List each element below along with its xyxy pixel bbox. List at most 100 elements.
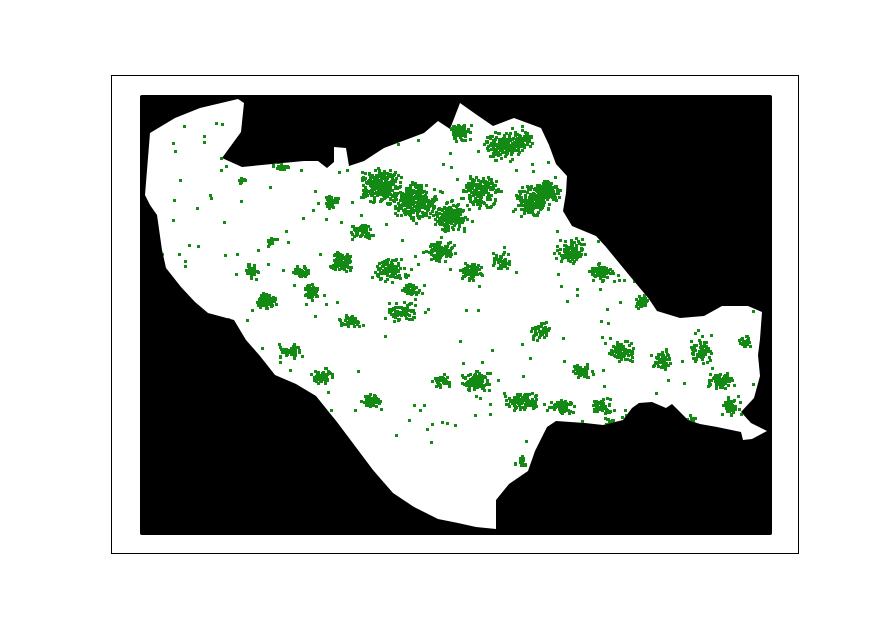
cover-pixel [431, 210, 434, 213]
cover-pixel [391, 194, 394, 197]
cover-pixel [474, 414, 477, 417]
cover-pixel [525, 400, 528, 403]
cover-pixel [661, 360, 664, 363]
cover-pixel [267, 263, 270, 266]
cover-pixel [357, 370, 360, 373]
cover-pixel [619, 350, 622, 353]
cover-pixel [391, 281, 394, 284]
cover-pixel [726, 372, 729, 375]
cover-pixel [279, 166, 282, 169]
cover-pixel [732, 406, 735, 409]
cover-pixel [383, 186, 386, 189]
cover-pixel [710, 334, 713, 337]
cover-pixel [489, 186, 492, 189]
cover-pixel [324, 367, 327, 370]
cover-pixel [463, 230, 466, 233]
cover-pixel [279, 168, 282, 171]
cover-pixel [508, 263, 511, 266]
cover-pixel [733, 384, 736, 387]
cover-pixel [363, 401, 366, 404]
cover-pixel [414, 191, 417, 194]
cover-pixel [334, 268, 337, 271]
cover-pixel [428, 216, 431, 219]
cover-pixel [701, 349, 704, 352]
cover-pixel [408, 419, 411, 422]
cover-pixel [471, 220, 474, 223]
cover-pixel [389, 175, 392, 178]
cover-pixel [489, 137, 492, 140]
cover-pixel [454, 209, 457, 212]
cover-pixel [412, 183, 415, 186]
cover-pixel [519, 192, 522, 195]
cover-pixel [731, 408, 734, 411]
cover-pixel [420, 199, 423, 202]
cover-pixel [465, 190, 468, 193]
cover-pixel [594, 275, 597, 278]
cover-pixel [487, 149, 490, 152]
cover-pixel [331, 376, 334, 379]
cover-pixel [412, 216, 415, 219]
cover-pixel [396, 214, 399, 217]
cover-pixel [500, 146, 503, 149]
cover-pixel [514, 208, 517, 211]
cover-pixel [480, 180, 483, 183]
cover-pixel [611, 352, 614, 355]
cover-pixel [447, 251, 450, 254]
cover-pixel [583, 371, 586, 374]
cover-pixel [548, 406, 551, 409]
cover-pixel [364, 177, 367, 180]
cover-pixel [463, 270, 466, 273]
cover-pixel [435, 211, 438, 214]
cover-pixel [468, 380, 471, 383]
cover-pixel [413, 205, 416, 208]
cover-pixel [395, 194, 398, 197]
cover-pixel [465, 186, 468, 189]
cover-pixel [375, 191, 378, 194]
cover-pixel [571, 249, 574, 252]
cover-pixel [409, 291, 412, 294]
cover-pixel [407, 206, 410, 209]
cover-pixel [575, 244, 578, 247]
cover-pixel [493, 259, 496, 262]
cover-pixel [540, 322, 543, 325]
cover-pixel [667, 379, 670, 382]
cover-pixel [568, 412, 571, 415]
cover-pixel [507, 253, 510, 256]
cover-pixel [729, 378, 732, 381]
cover-pixel [423, 284, 426, 287]
cover-pixel [525, 136, 528, 139]
cover-pixel [406, 313, 409, 316]
cover-pixel [543, 336, 546, 339]
cover-pixel [457, 132, 460, 135]
cover-pixel [595, 267, 598, 270]
cover-pixel [300, 274, 303, 277]
cover-pixel [565, 409, 568, 412]
cover-pixel [577, 240, 580, 243]
cover-pixel [392, 275, 395, 278]
cover-pixel [585, 370, 588, 373]
cover-pixel [361, 171, 364, 174]
cover-pixel [414, 182, 417, 185]
cover-pixel [505, 399, 508, 402]
cover-pixel [351, 201, 354, 204]
cover-pixel [698, 339, 701, 342]
cover-pixel [380, 192, 383, 195]
cover-pixel [338, 171, 341, 174]
cover-pixel [425, 214, 428, 217]
cover-pixel [363, 229, 366, 232]
cover-pixel [704, 341, 707, 344]
cover-pixel [352, 322, 355, 325]
cover-pixel [537, 201, 540, 204]
cover-pixel [475, 370, 478, 373]
cover-pixel [448, 381, 451, 384]
cover-pixel [298, 351, 301, 354]
cover-pixel [514, 131, 517, 134]
cover-pixel [416, 210, 419, 213]
cover-pixel [394, 171, 397, 174]
cover-pixel [486, 382, 489, 385]
cover-pixel [469, 177, 472, 180]
cover-pixel [569, 251, 572, 254]
cover-pixel [521, 186, 524, 189]
cover-pixel [405, 317, 408, 320]
